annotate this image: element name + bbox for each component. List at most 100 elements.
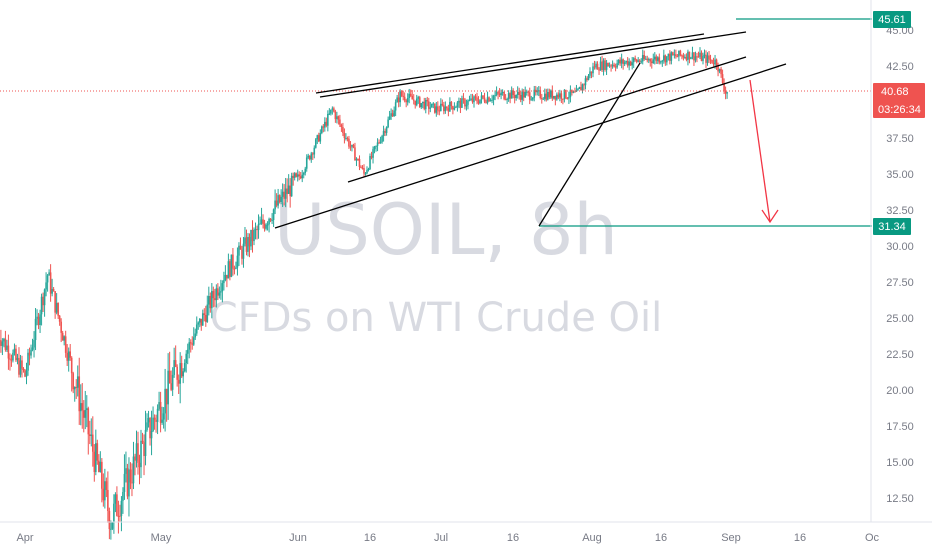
candle-body xyxy=(253,229,255,242)
candle-body xyxy=(48,272,50,276)
measured-move-line[interactable] xyxy=(538,62,641,227)
candle-body xyxy=(93,451,96,473)
candle-body xyxy=(269,218,272,221)
candle-body xyxy=(12,352,14,361)
candles-layer xyxy=(0,46,728,540)
candle-body xyxy=(590,71,593,74)
candle-body xyxy=(57,302,59,316)
candle-body xyxy=(563,89,566,100)
x-tick-label: 16 xyxy=(364,532,376,544)
candle-body xyxy=(510,90,513,99)
candle-body xyxy=(325,121,328,126)
candle-body xyxy=(296,174,299,177)
x-tick-label: Jul xyxy=(434,532,448,544)
candle-body xyxy=(129,469,132,483)
candle-body xyxy=(33,340,35,348)
candle-body xyxy=(494,94,496,97)
candle-body xyxy=(602,60,605,71)
candle-body xyxy=(617,59,620,64)
y-tick-label: 25.00 xyxy=(886,313,914,325)
candle-body xyxy=(186,349,189,354)
candle-body xyxy=(670,52,673,61)
candle-body xyxy=(242,243,245,259)
candle-body xyxy=(357,158,359,160)
candle-body xyxy=(468,99,471,101)
candle-body xyxy=(218,292,221,296)
candle-body xyxy=(592,66,594,74)
candle-body xyxy=(530,99,533,101)
candle-body xyxy=(180,363,183,377)
candle-body xyxy=(88,434,91,436)
candle-body xyxy=(351,144,353,147)
candle-body xyxy=(224,274,227,281)
candle-body xyxy=(363,168,365,174)
projection-arrow-line[interactable] xyxy=(749,79,771,223)
y-tick-label: 15.00 xyxy=(886,457,914,469)
candle-body xyxy=(42,296,44,306)
candle-body xyxy=(153,417,156,420)
candle-body xyxy=(566,98,569,100)
candle-body xyxy=(387,119,389,128)
candle-body xyxy=(507,93,510,99)
candle-body xyxy=(167,370,169,405)
candle-body xyxy=(423,101,426,110)
candle-body xyxy=(9,358,11,360)
candle-body xyxy=(266,224,269,226)
candle-body xyxy=(553,95,555,99)
candle-body xyxy=(657,57,659,61)
candle-body xyxy=(604,60,606,70)
candle-body xyxy=(480,95,483,100)
candle-body xyxy=(491,99,493,101)
candle-body xyxy=(694,56,697,61)
candle-body xyxy=(613,64,615,67)
x-tick-label: 16 xyxy=(794,532,806,544)
candle-body xyxy=(521,91,523,100)
candle-body xyxy=(239,245,242,250)
candle-body xyxy=(173,360,175,375)
candle-body xyxy=(361,167,364,169)
candle-body xyxy=(330,109,332,114)
wedge-lower-trendline-2[interactable] xyxy=(274,63,787,229)
candle-body xyxy=(456,102,459,107)
candle-body xyxy=(283,191,285,199)
candle-body xyxy=(248,237,251,247)
wedge-upper-trendline[interactable] xyxy=(315,33,705,94)
candle-body xyxy=(550,90,552,98)
price-axis[interactable]: 45.0042.5037.5035.0032.5030.0027.5025.00… xyxy=(886,25,914,505)
candle-body xyxy=(250,229,252,247)
candle-body xyxy=(205,314,207,322)
candle-body xyxy=(82,410,85,418)
candle-body xyxy=(227,261,230,279)
price-tags: 45.61 40.68 03:26:34 31.34 xyxy=(873,11,925,235)
candle-body xyxy=(408,93,410,99)
candle-body xyxy=(236,255,239,268)
candle-body xyxy=(452,106,454,110)
candle-body xyxy=(690,57,692,60)
candle-body xyxy=(417,97,420,99)
candle-body xyxy=(352,144,355,148)
candle-body xyxy=(156,408,159,422)
candle-body xyxy=(275,200,278,206)
candle-body xyxy=(287,185,290,194)
candle-body xyxy=(230,254,233,277)
candle-body xyxy=(486,97,489,103)
candle-body xyxy=(272,209,275,220)
candle-body xyxy=(688,51,691,60)
candle-body xyxy=(399,91,401,103)
wedge-lower-trendline[interactable] xyxy=(347,56,747,183)
time-axis[interactable]: Apr May Jun 16 Jul 16 Aug 16 Sep 16 Oc xyxy=(16,532,879,544)
candle-body xyxy=(446,106,448,109)
candle-body xyxy=(271,219,273,221)
y-tick-label: 35.00 xyxy=(886,169,914,181)
candle-body xyxy=(569,89,572,98)
candle-body xyxy=(311,153,314,155)
candle-body xyxy=(220,291,222,293)
candle-body xyxy=(348,138,350,147)
candle-body xyxy=(310,153,313,160)
candle-body xyxy=(60,321,62,333)
candle-body xyxy=(176,366,178,380)
candle-body xyxy=(482,95,484,98)
wedge-upper-trendline-2[interactable] xyxy=(319,31,747,98)
